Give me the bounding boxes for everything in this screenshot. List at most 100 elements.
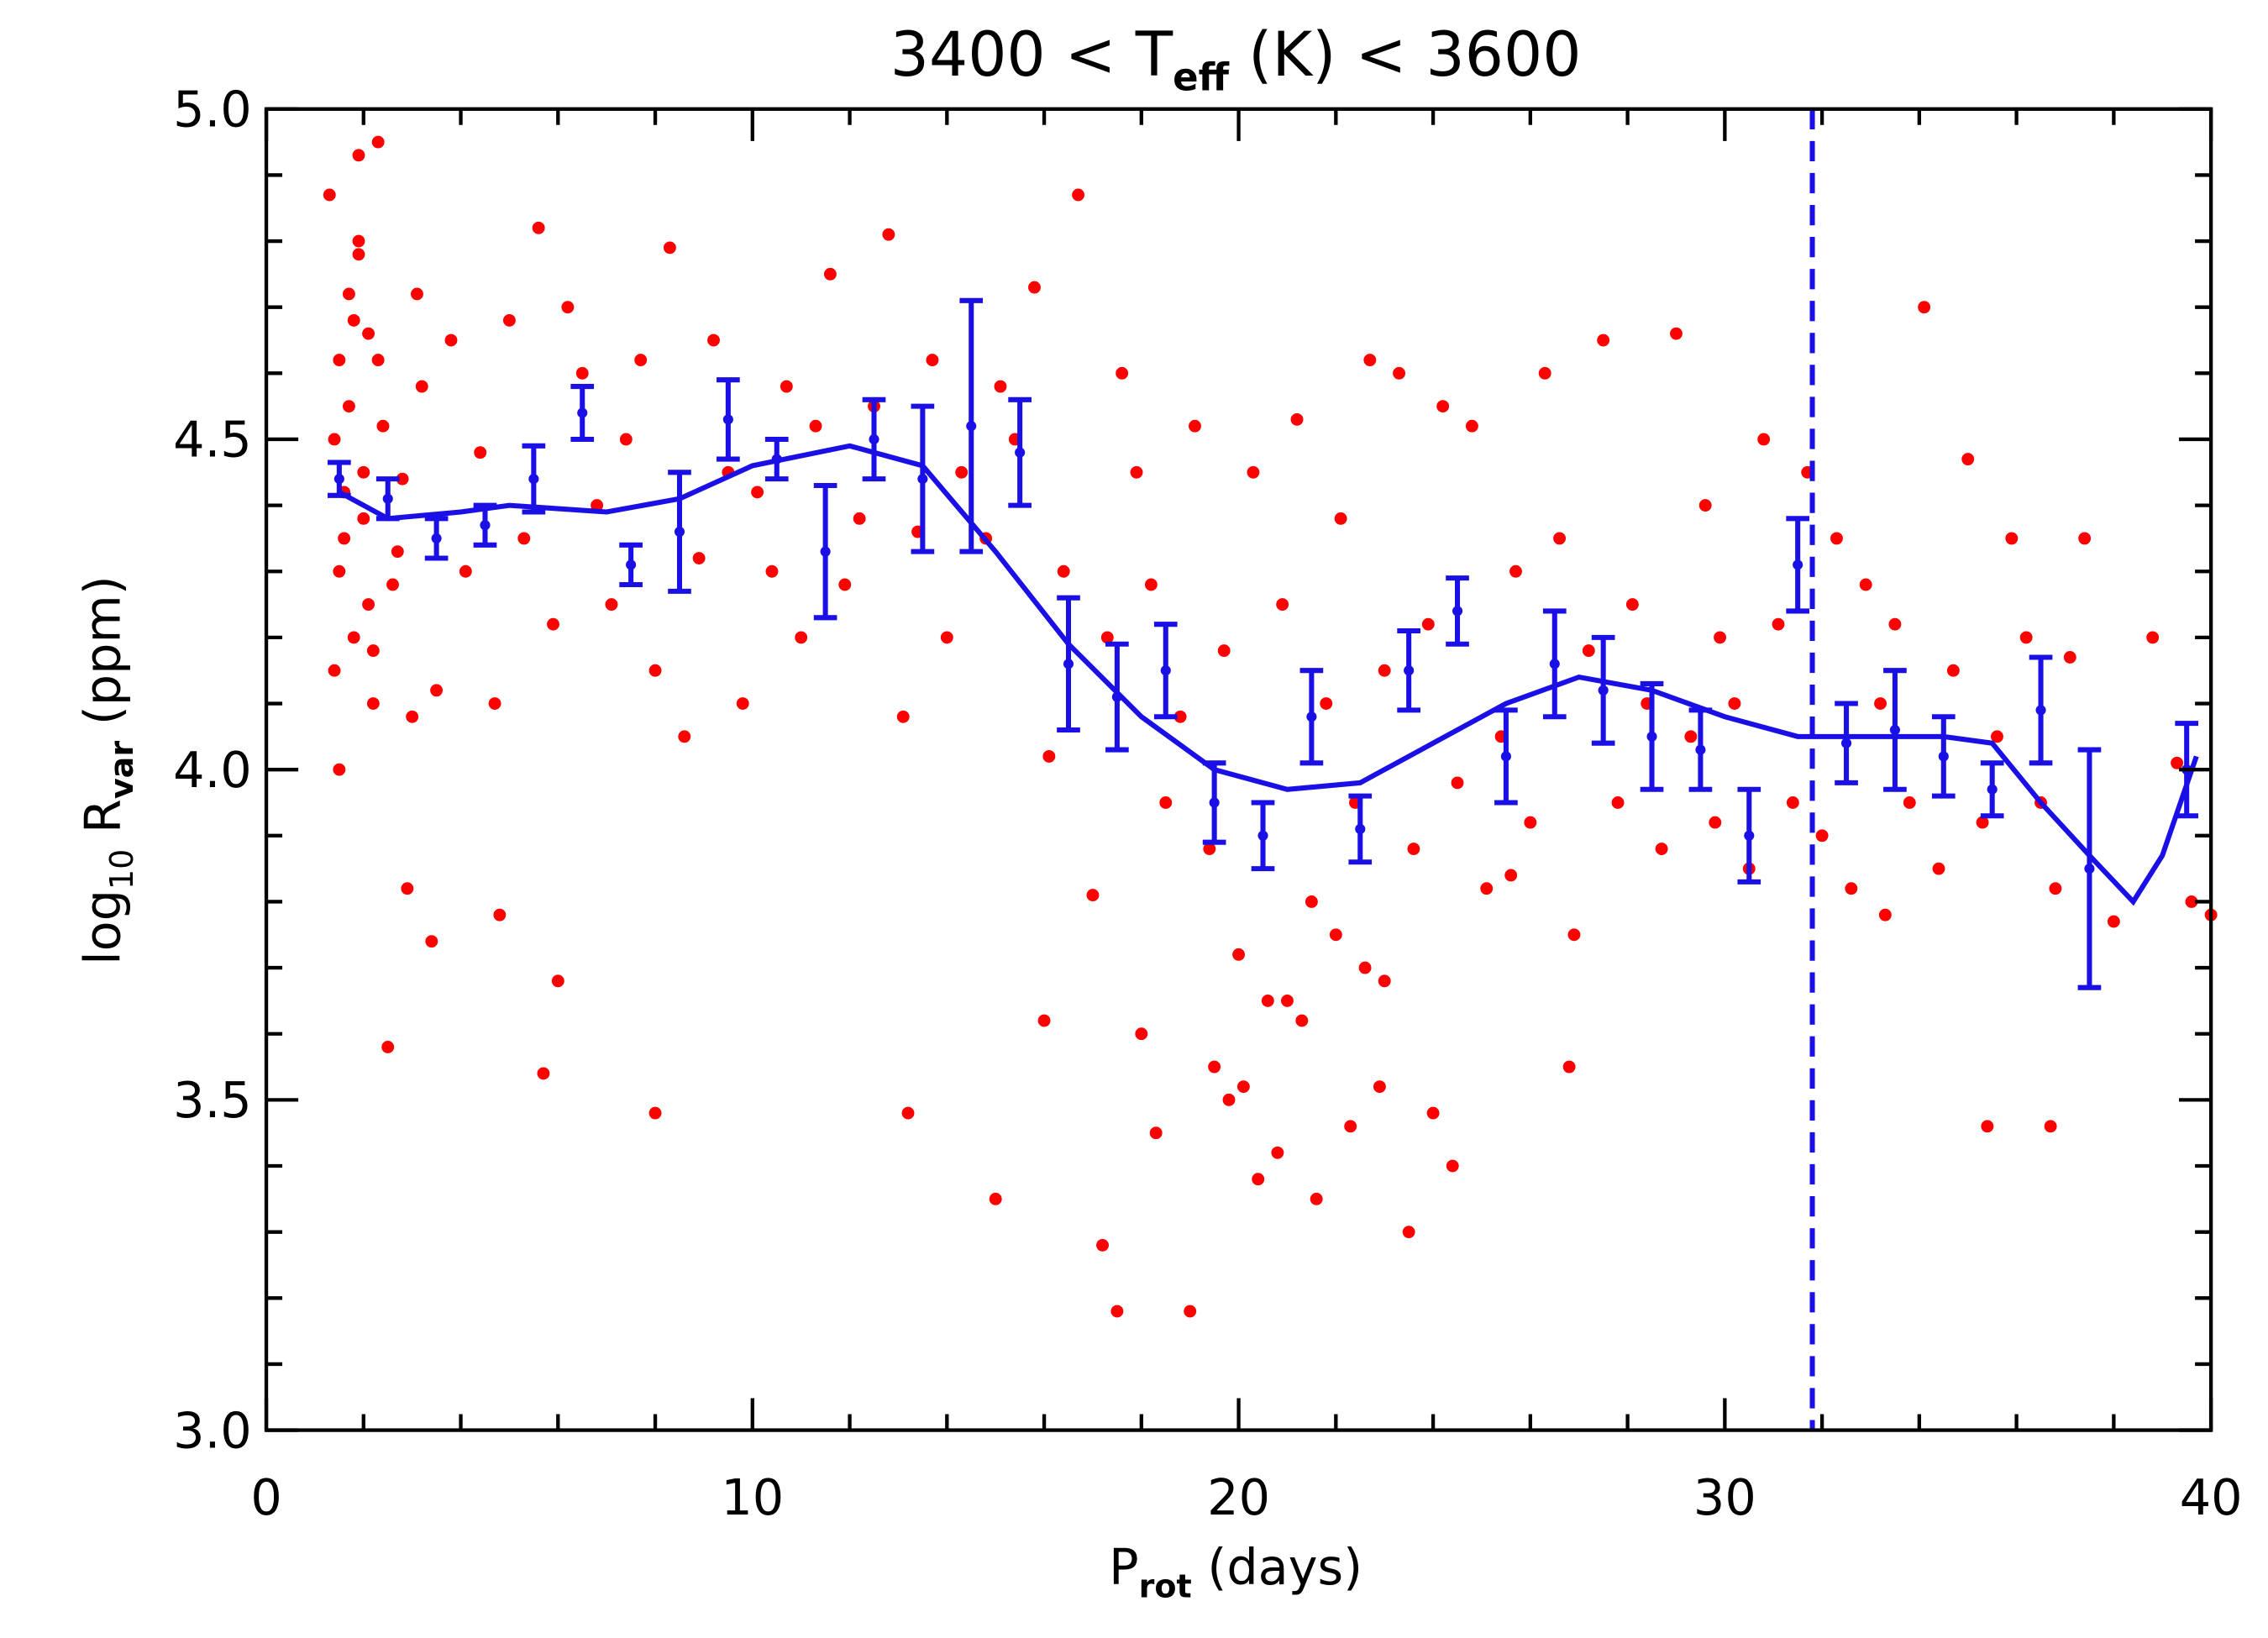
binned-point [626,559,637,570]
y-tick-label: 4.0 [173,741,252,799]
scatter-point [1358,961,1372,974]
scatter-point [2049,882,2062,895]
binned-point [966,421,977,432]
scatter-point [366,644,380,658]
scatter-point [1932,862,1945,875]
scatter-point [2005,532,2019,545]
scatter-point [1203,843,1216,855]
scatter-point [1344,1120,1357,1133]
scatter-point [1655,843,1668,855]
y-tick-label: 3.0 [173,1401,252,1459]
binned-point [2084,864,2095,874]
scatter-point [1757,433,1771,446]
scatter-point [1772,617,1785,631]
scatter-point [1878,908,1892,921]
scatter-point [1305,895,1318,908]
binned-point [480,520,491,531]
scatter-point [2019,631,2033,644]
scatter-point [648,1106,662,1120]
y-tick-label: 5.0 [173,81,252,139]
binned-point [528,474,539,485]
scatter-point [663,241,676,255]
scatter-point [1946,664,1960,677]
scatter-point [678,730,691,743]
scatter-point [1714,631,1727,644]
scatter-point [1281,994,1294,1007]
binned-point [1889,724,1900,736]
scatter-point [1261,994,1274,1007]
binned-point [431,533,442,543]
scatter-point [707,333,720,347]
scatter-point [406,710,419,723]
scatter-point [366,697,380,710]
scatter-point [1217,644,1231,658]
title-sub: eff [1173,55,1229,99]
binned-point [382,493,393,504]
scatter-point [1042,750,1056,763]
scatter-point [809,419,822,433]
scatter-point [371,354,385,367]
scatter-point [1378,974,1391,988]
scatter-point [1363,354,1377,367]
y-tick-label: 3.5 [173,1071,252,1129]
scatter-point [1310,1192,1323,1205]
scatter-point [347,631,360,644]
scatter-point [1465,419,1478,433]
binned-point [771,454,782,465]
scatter-point [1709,816,1722,829]
scatter-point [1421,617,1435,631]
scatter-point [1538,366,1551,380]
scatter-point [1426,1106,1440,1120]
scatter-point [333,354,346,367]
scatter-point [1874,697,1887,710]
scatter-point [1670,327,1683,340]
scatter-point [1222,1093,1236,1106]
scatter-point [444,333,458,347]
scatter-point [561,301,575,314]
scatter-point [1276,598,1289,612]
scatter-point [1100,631,1114,644]
scatter-point [342,400,355,413]
chart-title: 3400 < Teff (K) < 3600 [890,20,1582,99]
scatter-point [2044,1120,2057,1133]
scatter-point [989,1192,1002,1205]
scatter-point [1159,796,1173,809]
scatter-point [1553,532,1567,545]
scatter-point [994,380,1007,393]
binned-point [674,527,685,538]
scatter-point [347,313,360,327]
scatter-point [323,188,336,202]
scatter-point [1028,281,1041,294]
scatter-point [692,552,706,564]
scatter-point [780,380,793,393]
scatter-point [371,135,385,149]
scatter-point [352,149,365,162]
x-tick-label: 30 [1693,1468,1756,1526]
scatter-point [1144,578,1158,591]
scatter-point [1451,776,1464,790]
binned-point [917,474,928,485]
scatter-point [401,882,414,895]
scatter-point [517,532,531,545]
scatter-point [357,512,370,525]
scatter-point [328,664,341,677]
y-label-sub2: var [103,741,140,799]
scatter-point [1110,1305,1124,1318]
scatter-point [338,532,351,545]
scatter-point [1786,796,1799,809]
scatter-point [823,267,837,281]
scatter-point [605,598,618,612]
scatter-point [1961,453,1975,466]
title-rest: (K) < 3600 [1229,20,1581,91]
scatter-point [1378,664,1391,677]
scatter-point [488,697,501,710]
binned-point [1744,830,1755,841]
scatter-point [1402,1226,1415,1239]
scatter-point [853,512,866,525]
scatter-point [1086,889,1100,902]
x-tick-label: 10 [721,1468,784,1526]
y-label-main: log [73,890,131,965]
scatter-point [386,578,399,591]
scatter-point [1295,1014,1309,1027]
scatter-point [537,1067,550,1080]
